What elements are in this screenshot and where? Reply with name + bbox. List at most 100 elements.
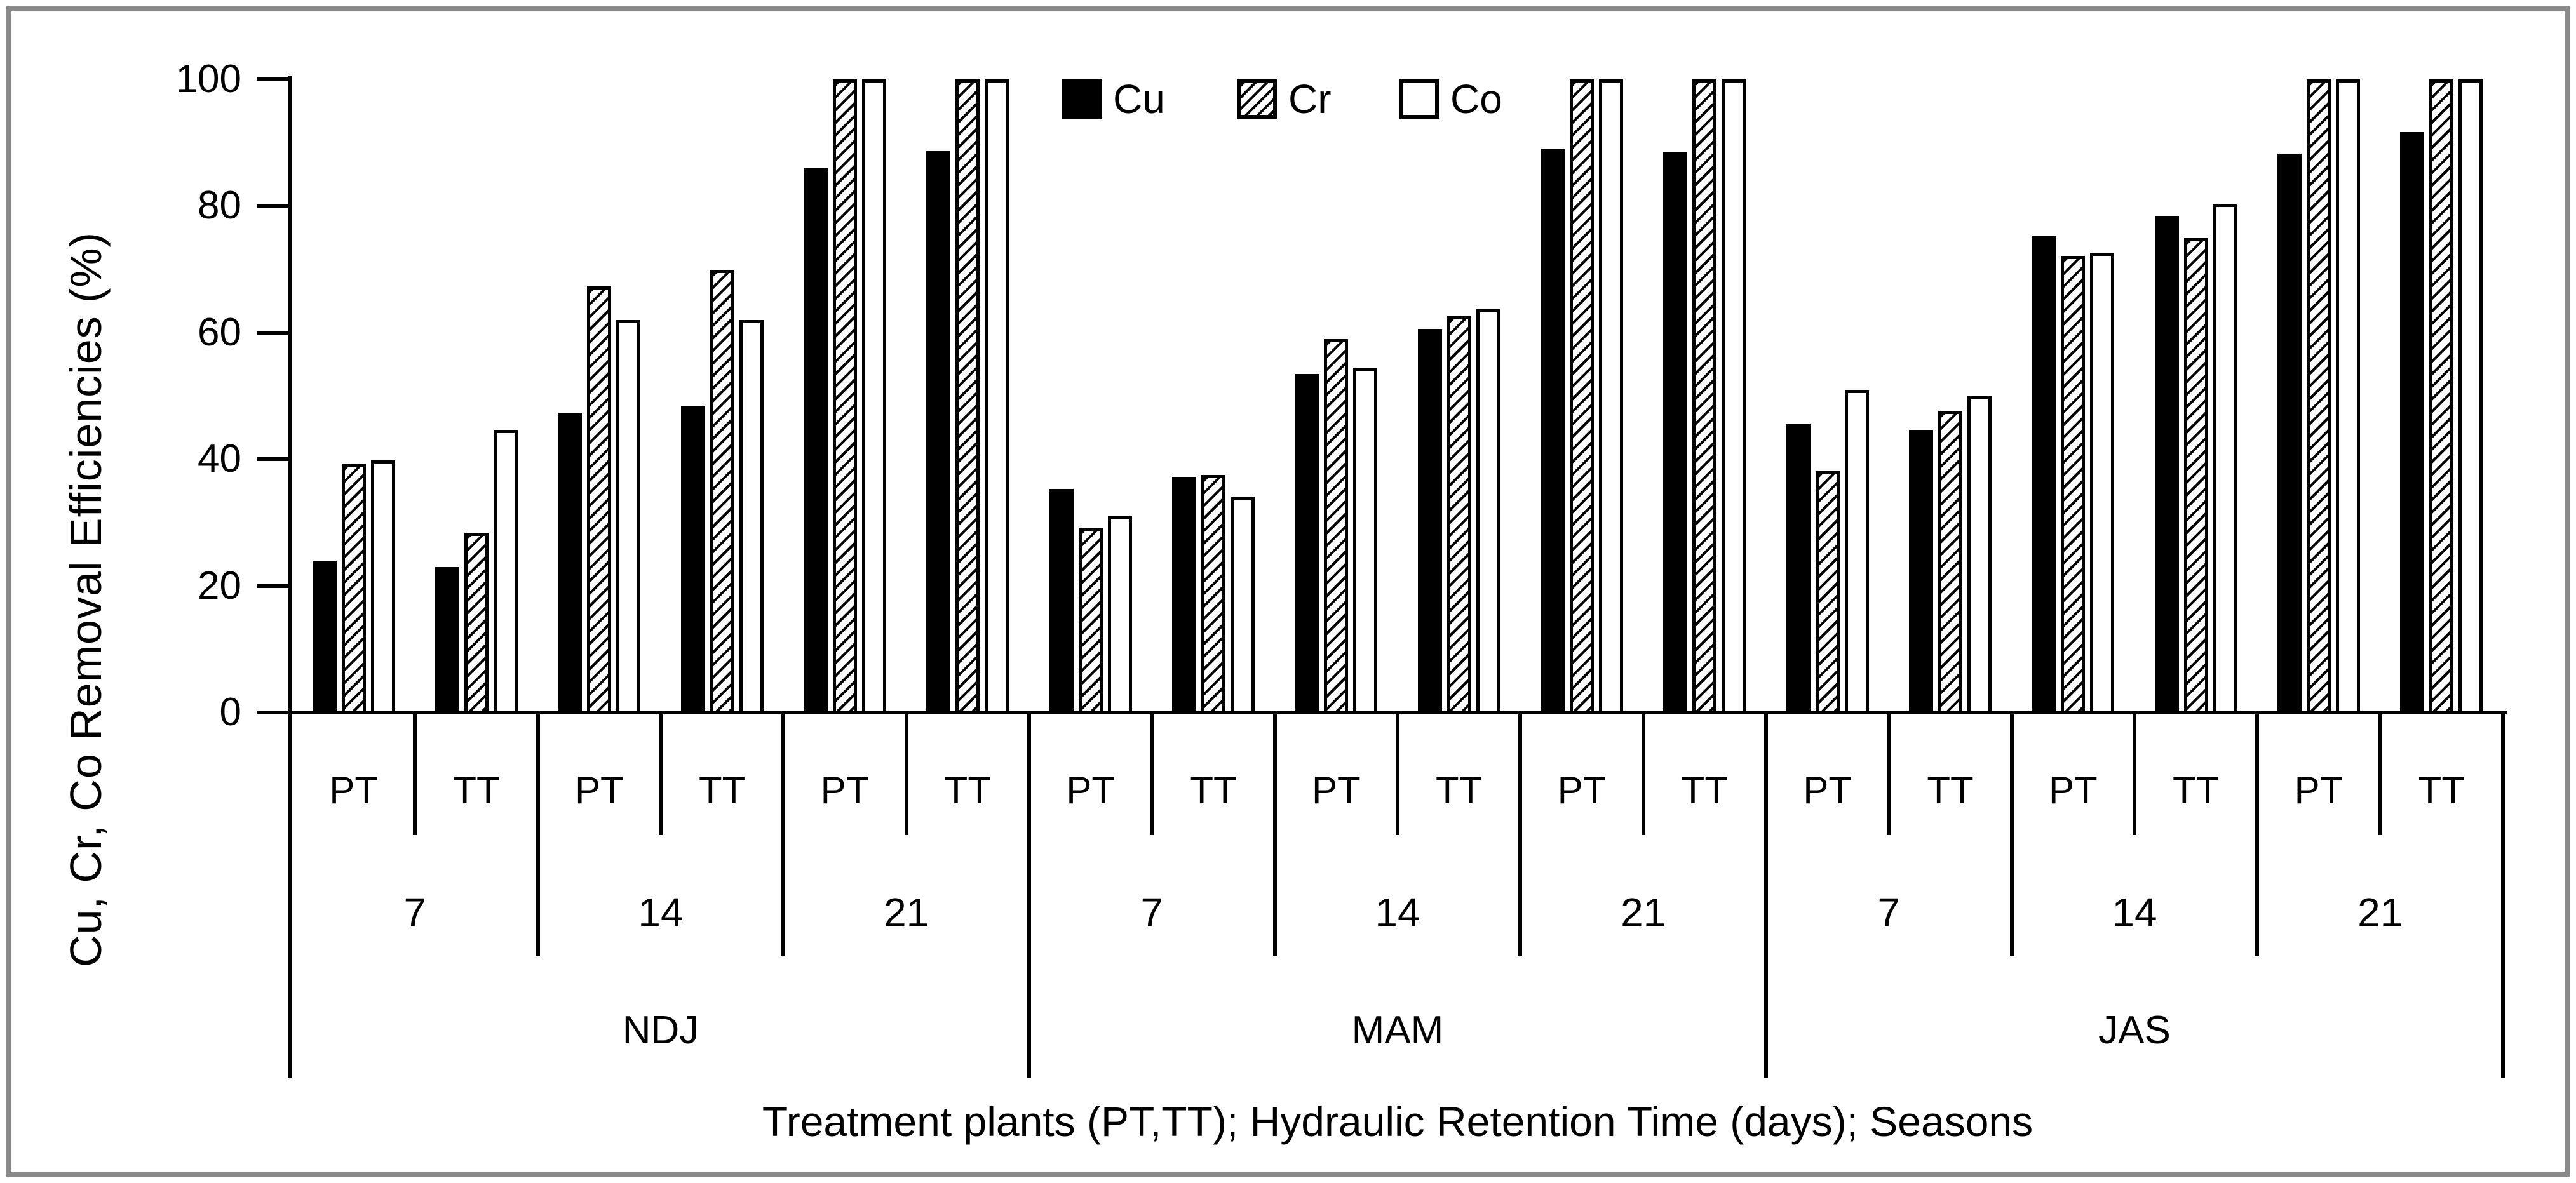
- legend-label: Cr: [1288, 76, 1332, 122]
- plant-label: PT: [1311, 769, 1361, 812]
- legend-key-cu-swatch-icon: [1062, 79, 1102, 119]
- hrt-separator: [536, 712, 540, 956]
- hrt-label: 21: [2357, 890, 2403, 935]
- bar-ndj-7-pt-cu: [313, 561, 337, 714]
- y-tick-label: 100: [175, 57, 241, 101]
- plant-label: PT: [820, 769, 870, 812]
- plant-label: PT: [1803, 769, 1852, 812]
- y-tick-label: 20: [198, 563, 241, 608]
- plant-label: TT: [453, 769, 500, 812]
- bar-mam-7-pt-cu: [1049, 489, 1074, 714]
- bar-mam-14-pt-cr: [1324, 339, 1348, 714]
- bar-ndj-14-tt-co: [739, 320, 764, 714]
- bar-jas-14-tt-cu: [2155, 216, 2179, 714]
- bar-jas-14-tt-cr: [2184, 238, 2208, 714]
- bar-mam-7-tt-cr: [1201, 475, 1225, 714]
- bar-mam-14-pt-co: [1353, 368, 1377, 714]
- bar-jas-14-pt-co: [2090, 253, 2114, 714]
- bar-jas-7-tt-co: [1967, 396, 1992, 714]
- hrt-separator: [2255, 712, 2260, 956]
- hrt-label: 7: [1140, 890, 1164, 935]
- bar-jas-14-pt-cu: [2032, 236, 2056, 714]
- bar-ndj-7-pt-cr: [342, 464, 366, 714]
- plant-separator: [1641, 712, 1645, 835]
- plant-label: PT: [574, 769, 624, 812]
- bar-mam-14-tt-co: [1476, 309, 1500, 714]
- bar-ndj-21-pt-co: [862, 79, 886, 714]
- legend-key-cr-swatch-icon: [1237, 79, 1277, 119]
- legend-item-cr: Cr: [1237, 75, 1332, 123]
- plant-separator: [413, 712, 417, 835]
- y-axis-tick: [257, 330, 288, 335]
- y-axis-tick: [257, 584, 288, 588]
- bar-mam-14-pt-cu: [1295, 374, 1319, 714]
- legend-item-cu: Cu: [1062, 75, 1165, 123]
- plant-label: TT: [1681, 769, 1728, 812]
- bar-jas-7-tt-cr: [1938, 411, 1962, 714]
- plant-separator: [659, 712, 663, 835]
- y-tick-label: 0: [219, 690, 241, 734]
- y-axis-tick: [257, 77, 288, 81]
- plant-label: TT: [2173, 769, 2220, 812]
- bar-jas-21-pt-cu: [2277, 154, 2302, 714]
- y-tick-label: 40: [198, 437, 241, 481]
- plant-label: TT: [944, 769, 991, 812]
- y-axis-tick: [257, 711, 288, 714]
- x-axis-title: Treatment plants (PT,TT); Hydraulic Rete…: [762, 1098, 2033, 1145]
- hrt-label: 7: [1877, 890, 1901, 935]
- plant-separator: [1150, 712, 1154, 835]
- plant-label: PT: [1066, 769, 1115, 812]
- y-axis-tick: [257, 457, 288, 462]
- bar-jas-14-pt-cr: [2061, 256, 2085, 714]
- bar-mam-7-pt-co: [1108, 516, 1132, 714]
- bar-ndj-14-tt-cr: [710, 270, 734, 714]
- hrt-label: 14: [638, 890, 684, 935]
- y-axis-line: [288, 76, 292, 1078]
- bar-ndj-21-tt-cr: [955, 79, 980, 714]
- hrt-label: 21: [1621, 890, 1666, 935]
- season-label: MAM: [1351, 1008, 1444, 1052]
- hrt-label: 14: [2112, 890, 2157, 935]
- y-axis-tick: [257, 204, 288, 208]
- bar-jas-7-pt-cu: [1786, 424, 1811, 714]
- plant-label: TT: [1436, 769, 1483, 812]
- plant-label: PT: [2294, 769, 2343, 812]
- chart-border: [6, 6, 2570, 1177]
- season-separator: [1027, 712, 1031, 1078]
- plant-separator: [1396, 712, 1399, 835]
- bar-mam-21-pt-co: [1599, 79, 1623, 714]
- hrt-label: 21: [884, 890, 929, 935]
- season-separator: [2501, 712, 2505, 1078]
- bar-ndj-7-tt-cu: [435, 567, 459, 714]
- bar-ndj-14-pt-cu: [558, 413, 582, 714]
- bar-mam-21-tt-co: [1722, 79, 1746, 714]
- hrt-separator: [781, 712, 786, 956]
- bar-jas-14-tt-co: [2213, 204, 2237, 714]
- season-label: NDJ: [622, 1008, 699, 1052]
- bar-jas-21-pt-co: [2336, 79, 2360, 714]
- bar-jas-7-pt-co: [1845, 390, 1869, 714]
- y-tick-label: 60: [198, 310, 241, 354]
- plant-separator: [2378, 712, 2382, 835]
- bar-mam-7-tt-co: [1231, 497, 1255, 714]
- plant-label: TT: [1927, 769, 1974, 812]
- bar-ndj-7-tt-cr: [464, 533, 489, 714]
- legend-label: Co: [1450, 76, 1502, 122]
- bar-mam-21-pt-cr: [1570, 79, 1594, 714]
- hrt-label: 7: [403, 890, 427, 935]
- bar-mam-7-tt-cu: [1172, 477, 1196, 714]
- plant-separator: [2133, 712, 2136, 835]
- plant-label: TT: [2418, 769, 2465, 812]
- bar-mam-7-pt-cr: [1079, 528, 1103, 714]
- bar-ndj-14-tt-cu: [681, 406, 705, 714]
- hrt-separator: [1518, 712, 1523, 956]
- y-tick-label: 80: [198, 184, 241, 228]
- plant-label: TT: [1190, 769, 1237, 812]
- bar-jas-7-pt-cr: [1816, 471, 1840, 714]
- bar-mam-21-tt-cu: [1663, 152, 1687, 714]
- plant-label: PT: [2048, 769, 2098, 812]
- bar-ndj-21-tt-co: [985, 79, 1009, 714]
- season-label: JAS: [2098, 1008, 2171, 1052]
- bar-mam-21-tt-cr: [1692, 79, 1716, 714]
